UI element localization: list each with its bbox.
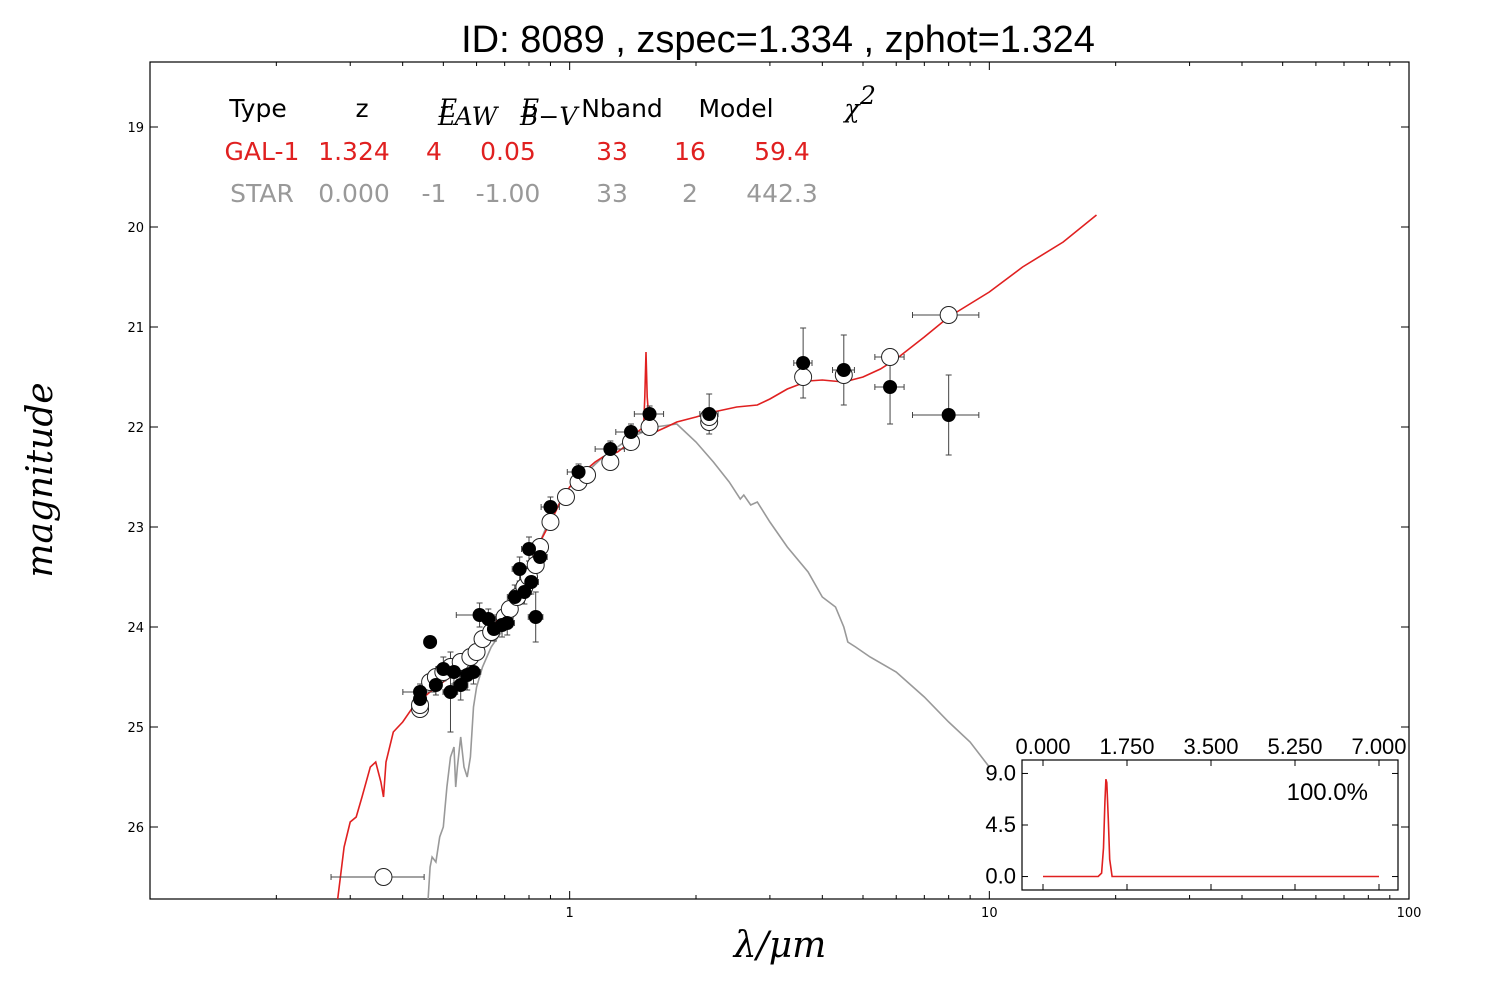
inset-x-tick-label: 3.500 [1183, 734, 1238, 759]
inset-x-tick-label: 0.000 [1015, 734, 1070, 759]
model-magnitude-point [939, 306, 958, 324]
observed-magnitude-point [836, 363, 851, 377]
observed-magnitude-point [642, 407, 657, 421]
inset-ticks: 0.000 1.750 3.500 5.250 7.000 9.0 4.5 0.0 [985, 734, 1407, 890]
chi2-superscript: 2 [859, 81, 876, 110]
model-magnitude-point [794, 368, 813, 386]
plot-frame [149, 61, 1410, 900]
fit-cell: 33 [596, 179, 628, 208]
header-chi2: χ [842, 94, 861, 123]
fit-cell: 16 [674, 137, 706, 166]
fit-cell: 59.4 [754, 137, 810, 166]
inset-x-tick-label: 5.250 [1267, 734, 1322, 759]
observed-magnitude-point [883, 380, 898, 394]
observed-magnitude-point [423, 635, 438, 649]
observed-magnitude-point [623, 425, 638, 439]
fit-cell: 0.05 [480, 137, 536, 166]
observed-magnitude-point [524, 575, 539, 589]
error-bars [330, 312, 980, 880]
model-magnitudes [374, 306, 958, 886]
fit-table: Type z E E Nband Model χ LAW B−V 2 GAL-1 1.324 4 0.05… [225, 81, 876, 208]
star-model-line [427, 423, 990, 899]
x-tick-label: 1 [566, 906, 574, 921]
fit-cell: 442.3 [746, 179, 818, 208]
inset-probability-label: 100.0% [1287, 779, 1368, 806]
model-magnitude-point [374, 868, 393, 886]
observed-magnitude-point [446, 665, 461, 679]
x-tick-label: 10 [981, 906, 998, 921]
fit-cell: 2 [682, 179, 698, 208]
model-magnitude-point [601, 453, 620, 471]
inset-background [1021, 759, 1399, 891]
header-nband: Nband [581, 94, 663, 123]
header-e-bv: E [520, 94, 539, 123]
header-bv-subscript: B−V [519, 102, 580, 131]
x-tick-label: 100 [1397, 906, 1422, 921]
y-tick-label: 19 [127, 121, 144, 136]
fit-cell: GAL-1 [225, 137, 300, 166]
y-tick-label: 23 [127, 521, 144, 536]
observed-magnitude-point [571, 465, 586, 479]
observed-magnitude-point [533, 550, 548, 564]
observed-magnitudes [413, 356, 956, 706]
model-magnitude-point [541, 513, 560, 531]
x-axis-label: λ/μm [732, 925, 826, 966]
observed-magnitude-point [517, 585, 532, 599]
observed-magnitude-point [528, 610, 543, 624]
header-model: Model [698, 94, 773, 123]
observed-magnitude-point [603, 442, 618, 456]
pdz-line [1043, 778, 1379, 878]
observed-magnitude-point [443, 685, 458, 699]
header-law-subscript: LAW [437, 102, 500, 131]
fit-cell: -1.00 [476, 179, 541, 208]
plot-area [330, 214, 1098, 899]
header-e-law: E [438, 94, 457, 123]
inset-y-tick-label: 0.0 [985, 864, 1016, 889]
chart-title: ID: 8089 , zspec=1.334 , zphot=1.324 [461, 19, 1095, 61]
fit-cell: 4 [426, 137, 442, 166]
y-tick-label: 25 [127, 721, 144, 736]
observed-magnitude-point [702, 407, 717, 421]
star-fit-row: STAR 0.000 -1 -1.00 33 2 442.3 [230, 179, 818, 208]
y-axis-label: magnitude [20, 382, 61, 577]
observed-magnitude-point [413, 692, 428, 706]
galaxy-fit-row: GAL-1 1.324 4 0.05 33 16 59.4 [225, 137, 810, 166]
fit-cell: 33 [596, 137, 628, 166]
model-magnitude-point [881, 348, 900, 366]
observed-magnitude-point [512, 562, 527, 576]
observed-magnitude-point [428, 678, 443, 692]
y-tick-label: 20 [127, 221, 144, 236]
observed-magnitude-point [453, 678, 468, 692]
fit-cell: 0.000 [318, 179, 390, 208]
observed-magnitude-point [941, 408, 956, 422]
inset-x-tick-label: 7.000 [1351, 734, 1406, 759]
inset-y-tick-label: 4.5 [985, 812, 1016, 837]
y-tick-label: 21 [127, 321, 144, 336]
model-magnitude-point [640, 418, 659, 436]
observed-magnitude-point [521, 542, 536, 556]
model-magnitude-point [556, 488, 575, 506]
y-tick-label: 22 [127, 421, 144, 436]
observed-magnitude-point [466, 665, 481, 679]
observed-magnitude-point [796, 356, 811, 370]
header-type: Type [228, 94, 286, 123]
fit-cell: -1 [422, 179, 447, 208]
inset-y-tick-label: 9.0 [985, 760, 1016, 785]
observed-magnitude-point [436, 662, 451, 676]
header-z: z [355, 94, 368, 123]
fit-cell: STAR [230, 179, 294, 208]
observed-magnitude-point [500, 616, 515, 630]
inset-x-tick-label: 1.750 [1099, 734, 1154, 759]
y-tick-label: 24 [127, 621, 144, 636]
y-tick-label: 26 [127, 821, 144, 836]
pdz-inset: 0.000 1.750 3.500 5.250 7.000 9.0 4.5 0.0 100.0… [985, 734, 1407, 891]
observed-magnitude-point [543, 500, 558, 514]
galaxy-model-line [336, 214, 1098, 899]
fit-cell: 1.324 [318, 137, 390, 166]
